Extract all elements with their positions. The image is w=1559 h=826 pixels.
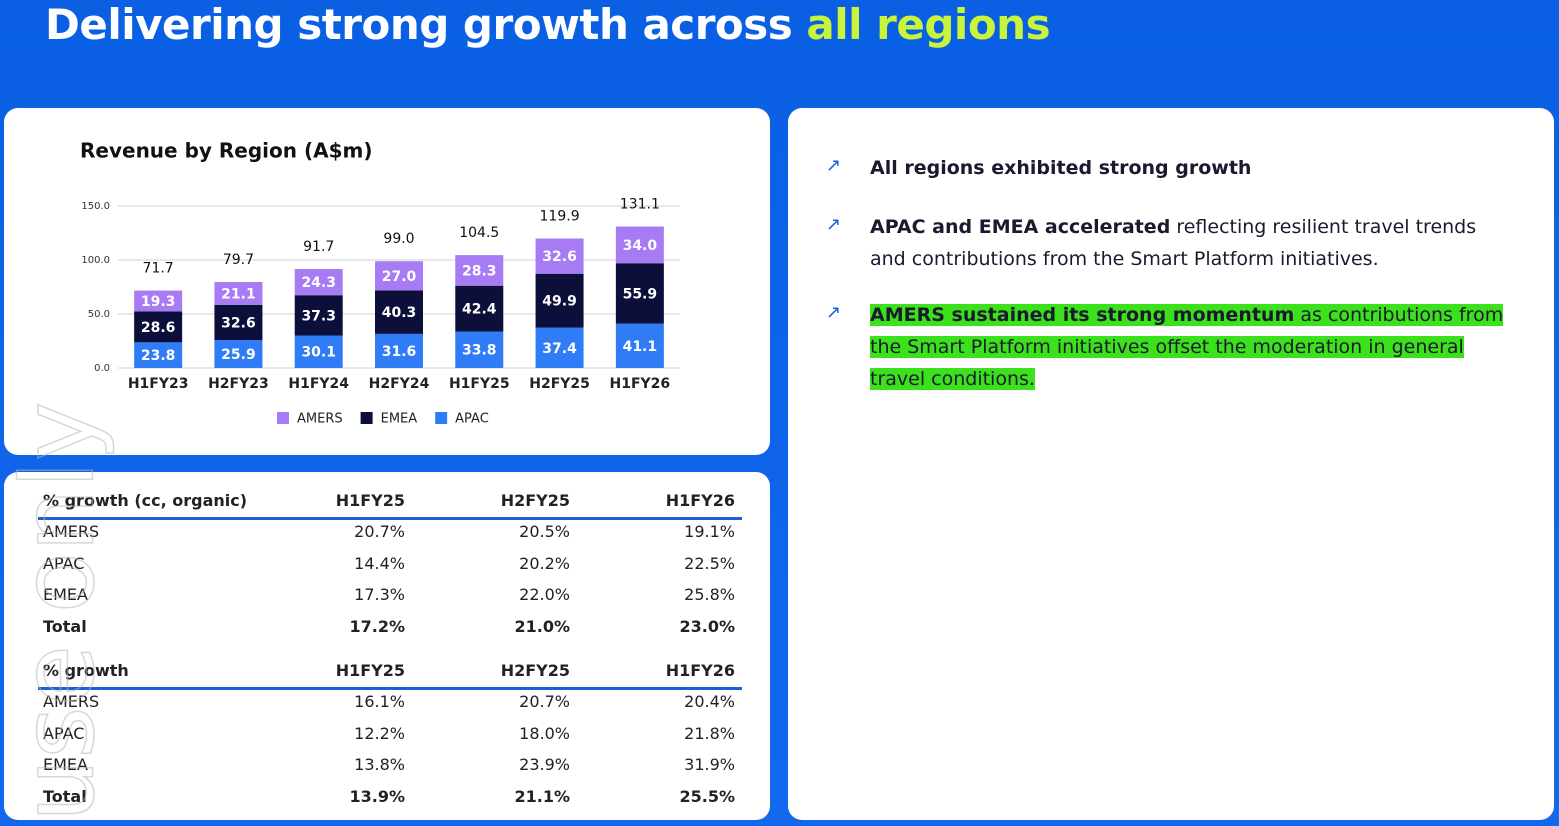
- header-rule: [38, 517, 742, 520]
- row-label: AMERS: [43, 522, 100, 541]
- table-cell: 22.5%: [684, 553, 735, 573]
- table-cell: 23.9%: [519, 755, 570, 774]
- table-cell: 17.2%: [349, 616, 405, 636]
- bullet-body: as contributions from the Smart Platform…: [870, 304, 1504, 390]
- table-cell: 17.3%: [354, 585, 405, 604]
- table-cell: 21.8%: [684, 723, 735, 743]
- table-cell: 19.1%: [684, 522, 735, 541]
- row-label: APAC: [43, 553, 85, 573]
- bullet-text: All regions exhibited strong growth: [870, 152, 1510, 184]
- column-header: H1FY26: [665, 661, 735, 680]
- table-cell: 21.1%: [514, 786, 570, 806]
- row-label: EMEA: [43, 585, 88, 604]
- table-card: [4, 472, 770, 820]
- column-header: H1FY25: [335, 661, 405, 680]
- table-cell: 20.5%: [519, 522, 570, 541]
- row-label: Total: [43, 786, 87, 806]
- table-cell: 18.0%: [519, 723, 570, 743]
- bullet-arrow: ↗: [826, 155, 842, 176]
- bullet-bold: All regions exhibited strong growth: [870, 157, 1252, 179]
- table-cell: 13.8%: [354, 755, 405, 774]
- table-cell: 13.9%: [349, 786, 405, 806]
- bullet-arrow: ↗: [826, 214, 842, 235]
- row-label: Total: [43, 616, 87, 636]
- table-cell: 14.4%: [354, 553, 405, 573]
- column-header: H2FY25: [500, 491, 570, 510]
- row-label: AMERS: [43, 692, 100, 711]
- bullet-content: All regions exhibited strong growth: [870, 157, 1251, 179]
- chart-card: [4, 108, 770, 455]
- header-rule: [38, 687, 742, 690]
- table-cell: 31.9%: [684, 755, 735, 774]
- table-cell: 20.7%: [354, 522, 405, 541]
- table-cell: 25.5%: [679, 786, 735, 806]
- column-header: H2FY25: [500, 661, 570, 680]
- table-cell: 16.1%: [354, 692, 405, 711]
- column-header: H1FY26: [665, 491, 735, 510]
- slide-title: Delivering strong growth across all regi…: [45, 0, 1051, 49]
- bullet-bold: APAC and EMEA accelerated: [870, 216, 1171, 238]
- table-cell: 20.7%: [519, 692, 570, 711]
- title-highlight: all regions: [806, 0, 1051, 49]
- bullet-content: APAC and EMEA accelerated reflecting res…: [870, 216, 1476, 270]
- title-text: Delivering strong growth across: [45, 0, 793, 49]
- table-cell: 23.0%: [679, 616, 735, 636]
- bullet-arrow: ↗: [826, 302, 842, 323]
- column-header: % growth (cc, organic): [43, 491, 248, 510]
- row-label: EMEA: [43, 755, 88, 774]
- column-header: % growth: [43, 661, 129, 680]
- table-cell: 25.8%: [684, 585, 735, 604]
- column-header: H1FY25: [335, 491, 405, 510]
- bullet-text: APAC and EMEA accelerated reflecting res…: [870, 211, 1510, 275]
- table-cell: 22.0%: [519, 585, 570, 604]
- bullet-bold: AMERS sustained its strong momentum: [870, 304, 1295, 326]
- bullet-body: reflecting resilient travel trends and c…: [870, 216, 1477, 270]
- table-cell: 12.2%: [354, 723, 405, 743]
- table-cell: 20.4%: [684, 692, 735, 711]
- bullet-content: AMERS sustained its strong momentum as c…: [870, 304, 1504, 390]
- commentary-card: [788, 108, 1554, 820]
- bullet-text: AMERS sustained its strong momentum as c…: [870, 299, 1510, 395]
- row-label: APAC: [43, 723, 85, 743]
- table-cell: 20.2%: [519, 553, 570, 573]
- table-cell: 21.0%: [514, 616, 570, 636]
